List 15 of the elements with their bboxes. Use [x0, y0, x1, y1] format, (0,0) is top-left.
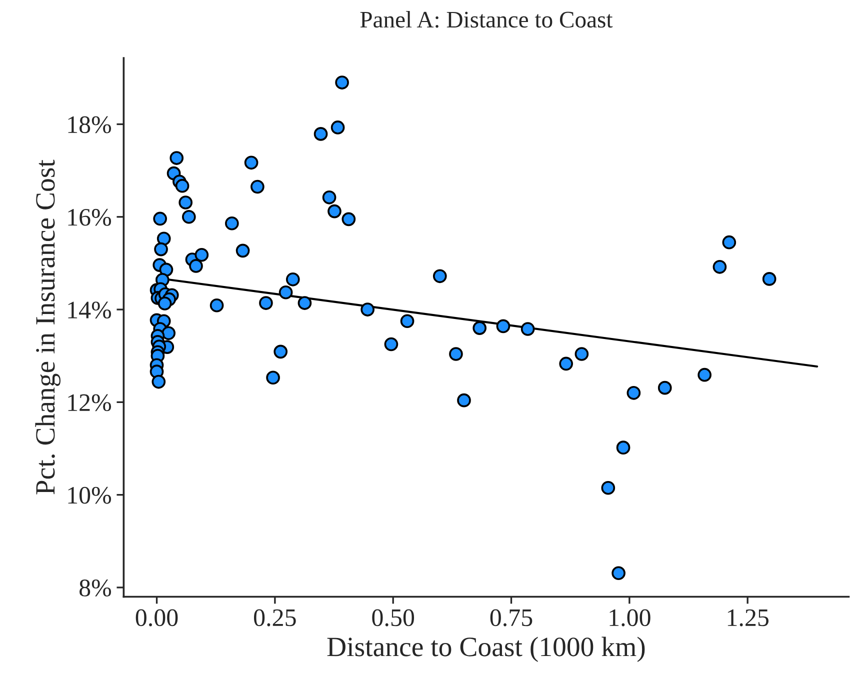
x-tick-label: 0.50: [372, 609, 414, 626]
x-tick-label: 1.00: [610, 609, 650, 626]
x-tick-label: 1.25: [728, 609, 768, 626]
x-tick-label: 0.75: [490, 609, 532, 626]
x-tick-label: 0.00: [136, 609, 178, 626]
y-axis-title: Pct. Change in Insurance Cost: [35, 160, 60, 494]
y-tick-label: 8%: [80, 580, 112, 596]
y-tick-label: 14%: [68, 302, 112, 319]
chart-title: Panel A: Distance to Coast: [360, 11, 613, 28]
x-tick-label: 0.25: [254, 609, 296, 626]
y-tick-label: 12%: [68, 394, 112, 412]
y-tick-label: 16%: [68, 208, 112, 226]
x-axis-title: Distance to Coast (1000 km): [327, 636, 645, 662]
y-tick-label: 10%: [68, 486, 112, 504]
y-tick-label: 18%: [68, 116, 112, 134]
